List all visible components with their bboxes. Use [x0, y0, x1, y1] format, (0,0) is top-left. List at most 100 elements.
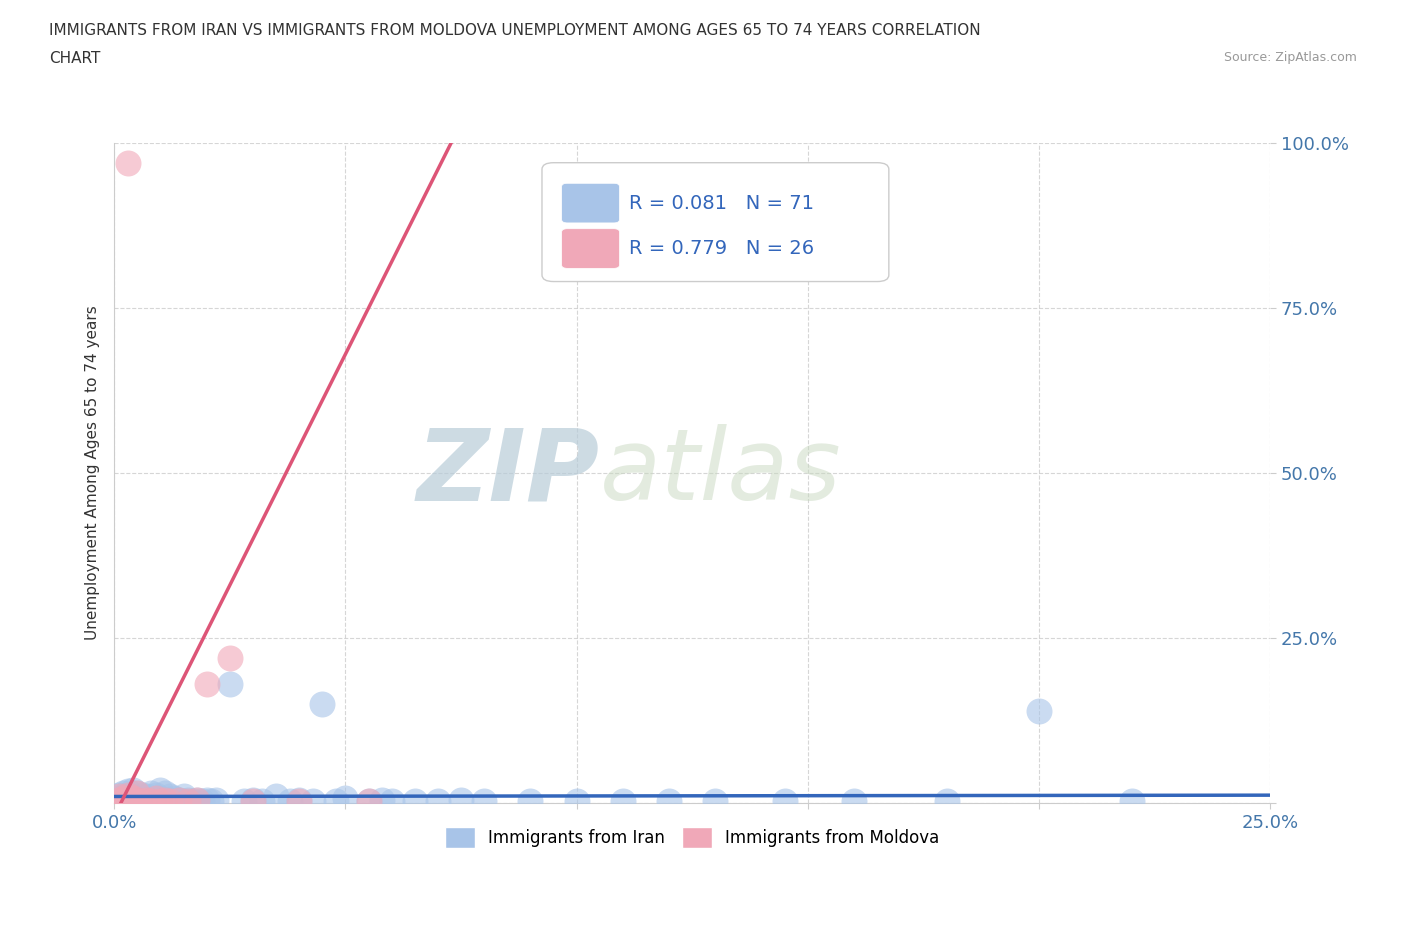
- Point: [186, 792, 208, 807]
- Point: [145, 788, 167, 803]
- Point: [250, 793, 273, 808]
- Point: [218, 650, 240, 665]
- Legend: Immigrants from Iran, Immigrants from Moldova: Immigrants from Iran, Immigrants from Mo…: [439, 820, 946, 854]
- Point: [177, 792, 200, 807]
- Point: [704, 793, 727, 808]
- Point: [381, 793, 404, 808]
- Point: [127, 786, 149, 801]
- Text: R = 0.081   N = 71: R = 0.081 N = 71: [628, 193, 814, 213]
- Point: [149, 790, 172, 805]
- Point: [335, 790, 357, 805]
- Point: [450, 792, 472, 807]
- Point: [121, 793, 143, 808]
- Point: [205, 792, 228, 807]
- Point: [232, 793, 254, 808]
- Point: [131, 788, 153, 803]
- Point: [127, 793, 149, 808]
- Point: [565, 793, 588, 808]
- Point: [159, 793, 181, 808]
- Point: [302, 793, 325, 808]
- Text: CHART: CHART: [49, 51, 101, 66]
- Point: [135, 793, 157, 808]
- Point: [288, 792, 311, 807]
- Point: [108, 788, 131, 803]
- Point: [195, 792, 218, 807]
- Point: [117, 794, 139, 809]
- Point: [612, 793, 634, 808]
- Point: [472, 793, 495, 808]
- Point: [117, 789, 139, 804]
- Point: [1028, 703, 1050, 718]
- Point: [658, 793, 681, 808]
- Point: [121, 790, 143, 804]
- Point: [117, 791, 139, 806]
- Point: [131, 792, 153, 807]
- Point: [121, 782, 143, 797]
- Point: [153, 792, 176, 807]
- Point: [141, 786, 163, 801]
- Point: [935, 793, 957, 808]
- Text: R = 0.779   N = 26: R = 0.779 N = 26: [628, 239, 814, 258]
- Point: [357, 793, 380, 808]
- Point: [112, 793, 135, 808]
- Point: [311, 697, 333, 711]
- FancyBboxPatch shape: [561, 229, 620, 269]
- FancyBboxPatch shape: [561, 183, 620, 223]
- Point: [145, 793, 167, 808]
- Point: [153, 786, 176, 801]
- Point: [357, 793, 380, 808]
- Point: [278, 793, 301, 808]
- Point: [112, 791, 135, 806]
- Point: [141, 793, 163, 808]
- Point: [141, 792, 163, 807]
- Point: [127, 786, 149, 801]
- Point: [177, 793, 200, 808]
- Point: [264, 789, 287, 804]
- Text: atlas: atlas: [600, 424, 841, 522]
- Point: [117, 788, 139, 803]
- Point: [288, 793, 311, 808]
- Point: [173, 789, 195, 804]
- Point: [195, 677, 218, 692]
- Point: [404, 793, 426, 808]
- Point: [844, 793, 866, 808]
- Point: [117, 155, 139, 170]
- Point: [371, 792, 394, 807]
- Point: [167, 792, 190, 807]
- Point: [167, 792, 190, 807]
- Point: [242, 792, 264, 807]
- Point: [773, 793, 796, 808]
- Point: [159, 793, 181, 808]
- Y-axis label: Unemployment Among Ages 65 to 74 years: Unemployment Among Ages 65 to 74 years: [86, 306, 100, 641]
- Point: [242, 793, 264, 808]
- Point: [108, 790, 131, 805]
- Point: [117, 792, 139, 807]
- FancyBboxPatch shape: [541, 163, 889, 282]
- Point: [108, 789, 131, 804]
- Point: [191, 793, 214, 808]
- Point: [108, 792, 131, 807]
- Point: [112, 786, 135, 801]
- Point: [153, 792, 176, 807]
- Text: Source: ZipAtlas.com: Source: ZipAtlas.com: [1223, 51, 1357, 64]
- Point: [117, 784, 139, 799]
- Point: [173, 793, 195, 808]
- Point: [149, 782, 172, 797]
- Point: [325, 793, 347, 808]
- Point: [149, 793, 172, 808]
- Point: [159, 789, 181, 804]
- Point: [1121, 793, 1143, 808]
- Point: [135, 789, 157, 804]
- Point: [108, 792, 131, 807]
- Point: [127, 790, 149, 805]
- Point: [149, 793, 172, 808]
- Point: [426, 793, 449, 808]
- Point: [181, 793, 204, 808]
- Point: [163, 793, 186, 808]
- Point: [112, 793, 135, 808]
- Text: ZIP: ZIP: [416, 424, 600, 522]
- Point: [112, 790, 135, 805]
- Point: [218, 677, 240, 692]
- Point: [127, 792, 149, 807]
- Point: [121, 793, 143, 808]
